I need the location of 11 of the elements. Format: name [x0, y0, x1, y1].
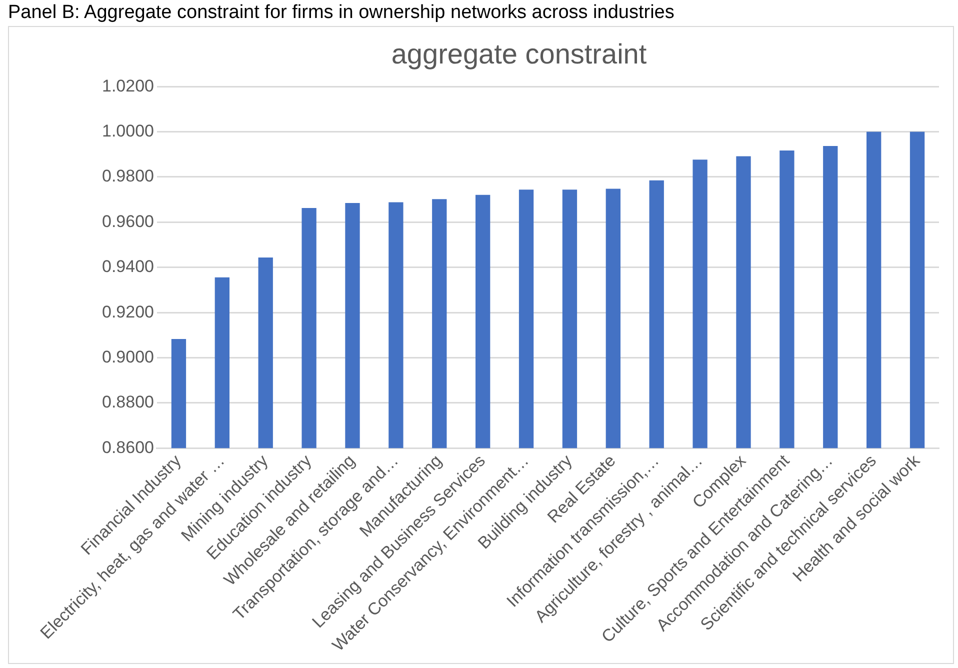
chart-title: aggregate constraint — [391, 38, 647, 70]
text: Panel B: Aggregate constraint for firms in ownership networks across industries — [7, 1, 676, 25]
y-tick-label: 0.9800 — [102, 166, 154, 186]
y-tick-label: 0.9000 — [102, 347, 154, 366]
y-tick-label: 1.0200 — [102, 76, 154, 96]
y-tick-label: 1.0000 — [102, 121, 154, 140]
y-tick-label: 0.9600 — [102, 212, 154, 231]
y-tick-label: 0.9400 — [102, 257, 154, 276]
y-tick-label: 0.9200 — [102, 302, 154, 322]
y-tick-label: 0.8800 — [102, 392, 154, 412]
y-tick-label: 0.8600 — [102, 438, 154, 457]
